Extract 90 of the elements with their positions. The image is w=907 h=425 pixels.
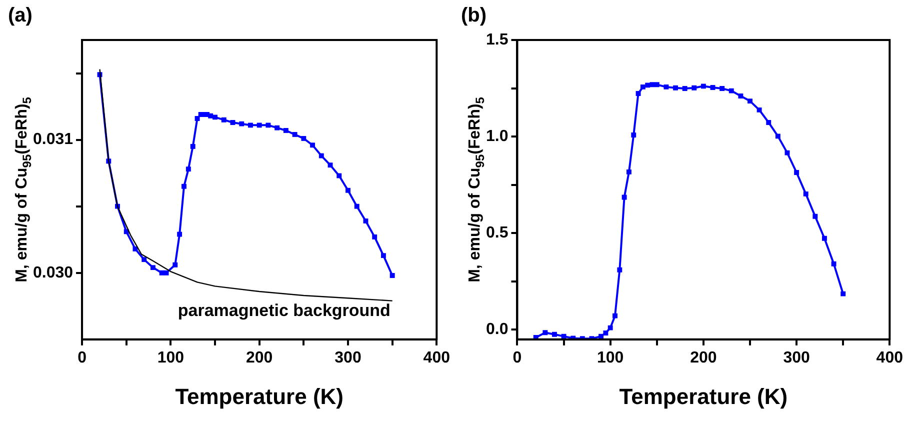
point — [354, 204, 360, 209]
point — [561, 334, 566, 339]
y-tick-label: 1.0 — [486, 128, 508, 145]
point — [692, 85, 697, 90]
point — [363, 218, 368, 224]
point — [748, 98, 752, 104]
x-tick-label: 200 — [690, 349, 717, 366]
point — [608, 325, 613, 330]
point — [728, 88, 734, 94]
x-axis-title: Temperature (K) — [619, 384, 788, 409]
y-tick-label: 0.030 — [32, 264, 74, 282]
point — [142, 257, 147, 262]
y-tick-label: 0.031 — [32, 131, 74, 148]
x-tick-label: 0 — [512, 349, 522, 366]
y-tick-label: 0.5 — [486, 224, 508, 242]
y-axis-title: M, emu/g of Cu95(FeRh)5 — [466, 96, 487, 282]
point — [682, 86, 688, 91]
x-tick-label: 100 — [596, 349, 624, 366]
point — [346, 188, 350, 193]
point — [640, 84, 646, 90]
point — [775, 134, 780, 139]
x-tick-label: 400 — [423, 349, 450, 366]
point — [230, 120, 236, 125]
point — [194, 116, 200, 121]
point — [650, 82, 655, 88]
point — [186, 166, 191, 172]
point — [248, 122, 253, 128]
x-tick-label: 400 — [876, 349, 904, 366]
point — [292, 132, 298, 137]
point — [390, 273, 395, 278]
x-tick-label: 300 — [334, 349, 362, 366]
point — [720, 86, 725, 91]
point — [190, 144, 196, 149]
point — [256, 122, 262, 128]
point — [626, 169, 632, 174]
point — [172, 262, 178, 268]
point — [664, 84, 669, 90]
x-axis-title: Temperature (K) — [175, 384, 344, 409]
point — [159, 270, 164, 276]
point — [840, 291, 846, 296]
point — [208, 113, 214, 118]
point — [212, 114, 218, 120]
x-tick-label: 0 — [78, 349, 87, 366]
point — [654, 82, 660, 88]
y-tick-label: 0.0 — [486, 321, 508, 338]
point — [617, 267, 622, 272]
point — [645, 82, 650, 88]
point — [301, 136, 306, 141]
point — [177, 232, 182, 237]
point — [182, 184, 186, 189]
x-tick-label: 300 — [783, 349, 810, 366]
point — [283, 128, 288, 133]
point — [552, 332, 557, 337]
point — [700, 84, 706, 89]
chart-title: (b) — [461, 4, 487, 27]
x-tick-label: 100 — [157, 349, 184, 366]
point — [164, 270, 169, 276]
y-axis-title: M, emu/g of Cu95(FeRh)5 — [13, 96, 34, 282]
point — [766, 120, 772, 125]
point — [822, 236, 827, 241]
point — [318, 153, 324, 158]
point — [756, 107, 762, 112]
point — [150, 265, 156, 270]
annotation: paramagnetic background — [178, 301, 390, 320]
point — [266, 122, 271, 128]
point — [221, 117, 226, 122]
chart-title: (a) — [8, 4, 32, 27]
y-tick-label: 1.5 — [486, 31, 508, 48]
point — [239, 121, 244, 126]
point — [622, 194, 627, 200]
point — [738, 94, 744, 98]
point — [372, 234, 378, 240]
point — [310, 142, 316, 148]
point — [603, 330, 608, 336]
point — [812, 214, 818, 219]
point — [336, 173, 342, 178]
point — [831, 261, 836, 266]
point — [542, 330, 548, 336]
point — [612, 313, 618, 318]
point — [274, 125, 280, 130]
point — [673, 85, 678, 90]
point — [794, 170, 800, 175]
point — [631, 132, 636, 138]
x-tick-label: 200 — [246, 349, 273, 366]
point — [784, 150, 790, 156]
point — [803, 191, 808, 196]
point — [636, 91, 641, 96]
point — [380, 253, 386, 258]
point — [710, 85, 716, 90]
point — [328, 162, 333, 168]
